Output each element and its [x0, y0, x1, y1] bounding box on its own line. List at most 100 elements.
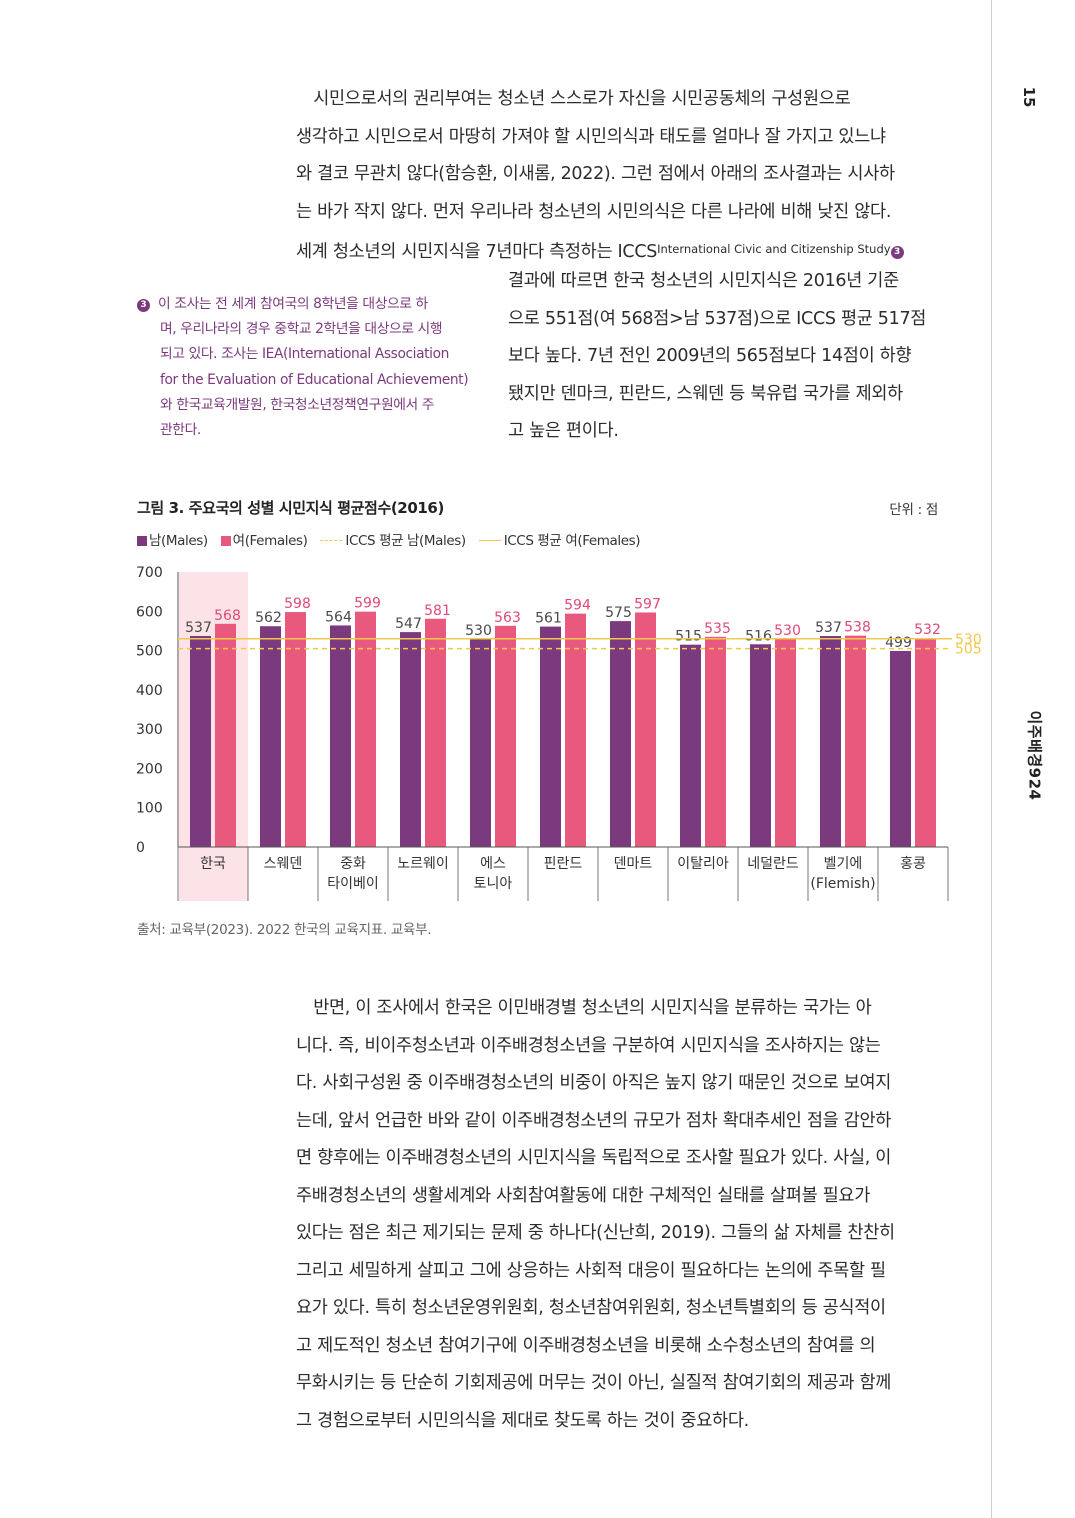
text-line-with-note: 세계 청소년의 시민지식을 7년마다 측정하는 ICCSInternationa…: [296, 231, 938, 272]
legend-item-iccs-males: ICCS 평균 남(Males): [320, 529, 466, 549]
body-paragraph-1: 시민으로서의 권리부여는 청소년 스스로가 자신을 시민공동체의 구성원으로 생…: [296, 81, 938, 272]
x-category-label: 중화: [340, 856, 366, 872]
x-category-label: 핀란드: [544, 856, 583, 872]
legend-label: ICCS 평균 여(Females): [503, 533, 641, 549]
text-line: 무화시키는 등 단순히 기회제공에 머무는 것이 아닌, 실질적 참여기회의 제…: [296, 1373, 892, 1393]
superscript-text: International Civic and Citizenship Stud…: [657, 242, 891, 256]
x-category-label: 벨기에: [824, 856, 863, 872]
value-label-females: 535: [704, 621, 731, 637]
footnote-line: 와 한국교육개발원, 한국청소년정책연구원에서 주: [160, 396, 435, 413]
text-fragment: 세계 청소년의 시민지식을 7년마다 측정하는 ICCS: [296, 242, 658, 262]
text-line: 됐지만 덴마크, 핀란드, 스웨덴 등 북유럽 국가를 제외하: [508, 383, 903, 404]
x-category-label: 한국: [200, 856, 226, 872]
text-line: 는데, 앞서 언급한 바와 같이 이주배경청소년의 규모가 점차 확대추세인 점…: [296, 1110, 892, 1131]
legend-swatch-iccs-males: [320, 540, 343, 541]
x-category-label: 덴마트: [614, 856, 653, 872]
text-line: 고 높은 편이다.: [508, 421, 619, 441]
text-line: 고 제도적인 청소년 참여기구에 이주배경청소년을 비롯해 소수청소년의 참여를…: [296, 1335, 876, 1356]
footnote-text: 이 조사는 전 세계 참여국의 8학년을 대상으로 하: [158, 296, 428, 312]
value-label-females: 597: [634, 596, 661, 612]
text-line: 니다. 즉, 비이주청소년과 이주배경청소년을 구분하여 시민지식을 조사하지는…: [296, 1035, 881, 1056]
text-line: 시민으로서의 권리부여는 청소년 스스로가 자신을 시민공동체의 구성원으로: [296, 89, 851, 109]
value-label-males: 561: [535, 611, 562, 627]
value-label-females: 568: [214, 608, 241, 624]
text-line: 면 향후에는 이주배경청소년의 시민지식을 독립적으로 조사할 필요가 있다. …: [296, 1148, 892, 1168]
bar-males: [400, 632, 421, 847]
bar-males: [750, 644, 771, 847]
legend-swatch-females: [220, 536, 231, 546]
bar-females: [355, 611, 376, 847]
x-category-label: 토니아: [474, 876, 513, 892]
footnote-number-icon: 3: [137, 299, 150, 312]
value-label-males: 516: [745, 628, 772, 644]
footnote-line: 되고 있다. 조사는 IEA(International Association: [160, 346, 450, 363]
bar-males: [470, 638, 491, 847]
footnote-line: 며, 우리나라의 경우 중학교 2학년을 대상으로 시행: [160, 321, 443, 338]
side-rule: [991, 0, 992, 1518]
bar-males: [610, 621, 631, 847]
footnote-line: for the Evaluation of Educational Achiev…: [160, 371, 469, 388]
reference-line-label: 530: [955, 632, 982, 648]
x-category-label: 노르웨이: [397, 856, 449, 872]
x-category-label: (Flemish): [810, 876, 875, 892]
legend-label: 여(Females): [232, 533, 308, 549]
y-tick-label: 400: [136, 683, 163, 699]
value-label-males: 562: [255, 610, 282, 626]
bar-males: [820, 636, 841, 847]
value-label-females: 599: [354, 596, 381, 612]
text-line: 있다는 점은 최근 제기되는 문제 중 하나다(신난희, 2019). 그들의 …: [296, 1223, 895, 1243]
value-label-females: 594: [564, 598, 591, 614]
y-tick-label: 700: [136, 565, 163, 581]
legend-label: ICCS 평균 남(Males): [345, 533, 466, 549]
text-line: 주배경청소년의 생활세계와 사회참여활동에 대한 구체적인 실태를 살펴볼 필요…: [296, 1185, 871, 1206]
text-line: 그 경험으로부터 시민의식을 제대로 찾도록 하는 것이 중요하다.: [296, 1410, 749, 1431]
value-label-females: 598: [284, 596, 311, 612]
bar-males: [890, 650, 911, 847]
footnote: 3 이 조사는 전 세계 참여국의 8학년을 대상으로 하 며, 우리나라의 경우…: [137, 292, 477, 443]
footnote-marker-icon[interactable]: 3: [890, 246, 904, 259]
text-line: 결과에 따르면 한국 청소년의 시민지식은 2016년 기준: [508, 271, 899, 291]
x-category-label: 타이베이: [327, 876, 379, 892]
running-title: 이주배경924: [1025, 710, 1044, 801]
legend-item-females: 여(Females): [220, 529, 308, 549]
body-paragraph-1-continued: 결과에 따르면 한국 청소년의 시민지식은 2016년 기준 으로 551점(여…: [508, 263, 940, 451]
text-line: 으로 551점(여 568점>남 537점)으로 ICCS 평균 517점: [508, 308, 927, 329]
reference-line-label: 505: [955, 642, 982, 658]
footnote-line: 3 이 조사는 전 세계 참여국의 8학년을 대상으로 하: [137, 292, 477, 317]
bar-males: [260, 626, 281, 847]
bar-females: [635, 612, 656, 847]
text-line: 그리고 세밀하게 살피고 그에 상응하는 사회적 대응이 필요하다는 논의에 주…: [296, 1260, 886, 1281]
value-label-males: 537: [815, 620, 842, 636]
bar-females: [565, 613, 586, 847]
legend-item-males: 남(Males): [137, 529, 208, 549]
bar-males: [190, 636, 211, 847]
x-category-label: 홍콩: [900, 856, 926, 872]
value-label-males: 575: [605, 605, 632, 621]
bar-males: [680, 644, 701, 847]
y-tick-label: 500: [136, 644, 163, 660]
bar-males: [540, 626, 561, 847]
y-tick-label: 100: [136, 801, 163, 817]
legend-swatch-iccs-females: [478, 540, 501, 541]
bar-females: [425, 618, 446, 847]
bar-females: [495, 625, 516, 847]
y-tick-label: 600: [136, 604, 163, 620]
text-line: 요가 있다. 특히 청소년운영위원회, 청소년참여위원회, 청소년특별회의 등 …: [296, 1298, 886, 1318]
value-label-males: 530: [465, 623, 492, 639]
chart-unit: 단위 : 점: [889, 502, 938, 518]
value-label-females: 538: [844, 620, 871, 636]
bar-males: [330, 625, 351, 847]
text-line: 생각하고 시민으로서 마땅히 가져야 할 시민의식과 태도를 얼마나 잘 가지고…: [296, 126, 886, 147]
footnote-line: 관한다.: [160, 422, 201, 439]
y-tick-label: 0: [136, 840, 145, 856]
bar-females: [775, 638, 796, 847]
bar-females: [285, 612, 306, 847]
bar-females: [705, 636, 726, 847]
legend-swatch-males: [137, 536, 147, 546]
chart-title: 그림 3. 주요국의 성별 시민지식 평균점수(2016): [137, 499, 444, 517]
y-tick-label: 300: [136, 722, 163, 738]
bar-females: [215, 623, 236, 847]
text-line: 보다 높다. 7년 전인 2009년의 565점보다 14점이 하향: [508, 346, 912, 366]
value-label-females: 532: [914, 622, 941, 638]
